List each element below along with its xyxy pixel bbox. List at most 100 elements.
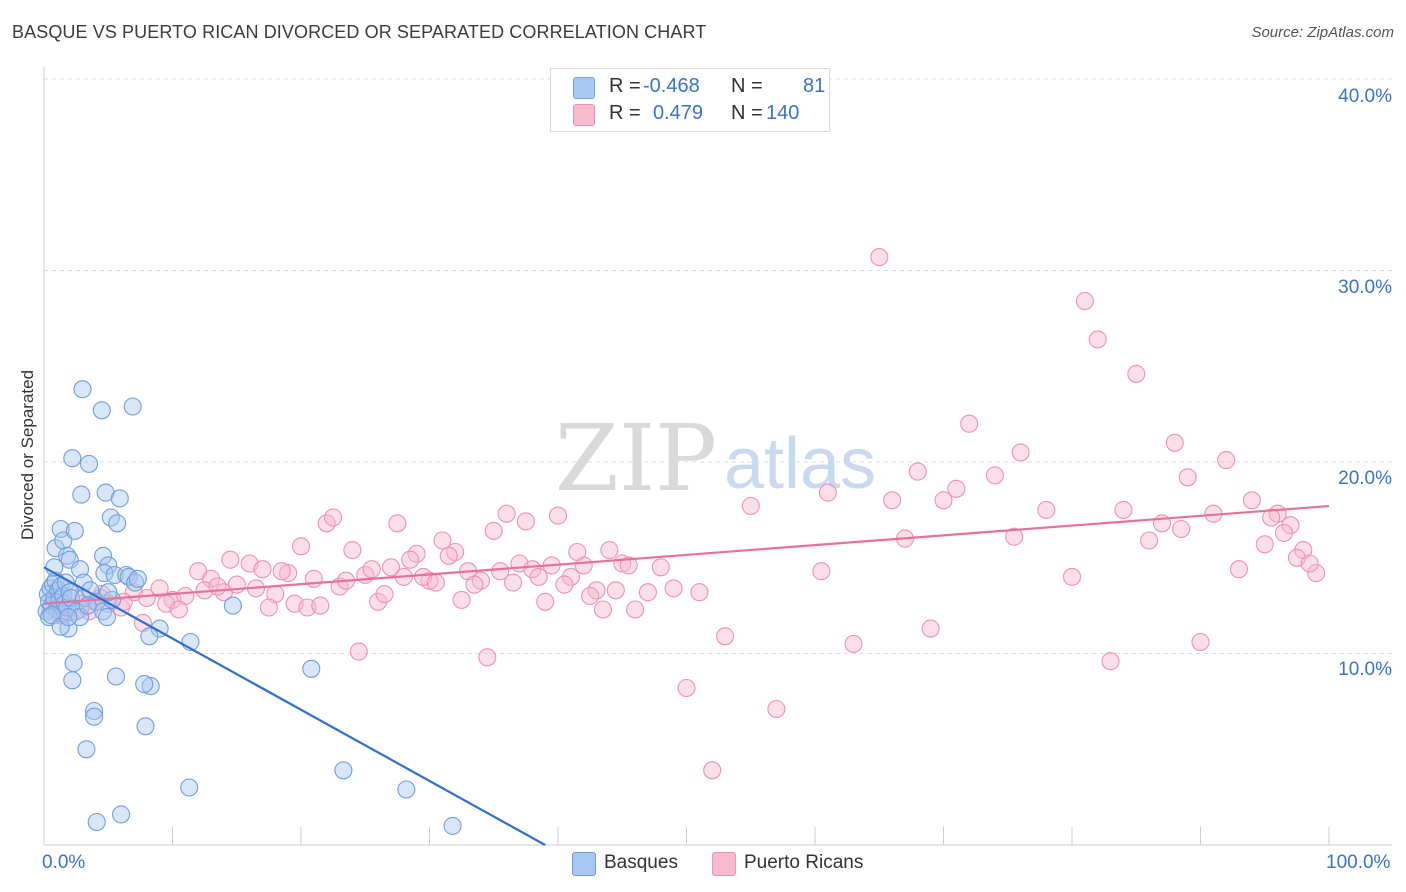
- x-tick-label: 0.0%: [42, 852, 86, 873]
- data-point: [334, 761, 353, 780]
- data-point: [64, 654, 83, 673]
- data-point: [960, 414, 979, 433]
- trend-lines: [43, 504, 1330, 846]
- trend-line-basques: [43, 566, 546, 846]
- data-point: [484, 521, 503, 540]
- data-point: [812, 562, 831, 581]
- data-point: [426, 573, 445, 592]
- data-point: [51, 617, 70, 636]
- n-label: N =: [731, 102, 763, 124]
- data-point: [141, 677, 160, 696]
- data-point: [985, 466, 1004, 485]
- data-point: [208, 577, 227, 596]
- data-point: [99, 583, 118, 602]
- data-point: [1127, 364, 1146, 383]
- data-point: [136, 717, 155, 736]
- axes: [43, 67, 1392, 846]
- data-point: [110, 489, 129, 508]
- data-point: [1229, 560, 1249, 579]
- data-point: [135, 675, 154, 694]
- data-point: [1165, 433, 1184, 452]
- data-point: [1101, 652, 1120, 671]
- data-point: [606, 581, 625, 600]
- data-point: [664, 579, 683, 598]
- y-tick-label: 30.0%: [1338, 277, 1392, 298]
- data-point: [439, 546, 458, 565]
- data-point: [619, 556, 638, 575]
- basques-legend-swatch: [572, 852, 596, 876]
- data-point: [221, 550, 240, 569]
- data-point: [272, 562, 291, 581]
- data-point: [433, 531, 452, 550]
- data-point: [497, 504, 516, 523]
- y-axis-label: Divorced or Separated: [18, 369, 37, 541]
- r-value: 0.479: [653, 102, 704, 124]
- data-point: [651, 558, 670, 577]
- data-point: [1114, 500, 1133, 519]
- data-point: [555, 575, 574, 594]
- y-tick-label: 40.0%: [1338, 86, 1392, 107]
- data-point: [818, 483, 837, 502]
- data-point: [1242, 491, 1261, 510]
- data-point: [343, 541, 362, 560]
- data-point: [1274, 523, 1294, 542]
- data-point: [397, 780, 416, 799]
- data-point: [85, 707, 104, 726]
- data-point: [65, 521, 84, 540]
- data-point: [600, 541, 619, 560]
- data-point: [302, 659, 321, 678]
- puerto-ricans-legend-label: Puerto Ricans: [744, 852, 864, 873]
- data-point: [844, 634, 863, 653]
- data-point: [703, 761, 722, 780]
- data-point: [1062, 567, 1082, 586]
- legend-row-puerto-ricans: R = 0.479 N = 140: [573, 102, 823, 128]
- data-point: [79, 454, 99, 473]
- data-point: [1217, 451, 1236, 470]
- data-point: [947, 479, 966, 498]
- data-point: [388, 514, 407, 533]
- r-label: R =: [609, 75, 641, 97]
- data-point: [1281, 516, 1300, 535]
- x-tick-label: 100.0%: [1326, 852, 1391, 873]
- data-point: [883, 491, 902, 510]
- n-value: 140: [766, 102, 800, 124]
- data-point: [934, 491, 953, 510]
- data-point: [908, 462, 927, 481]
- data-point: [1037, 500, 1056, 519]
- data-point: [548, 506, 568, 525]
- data-point: [529, 567, 548, 586]
- data-point: [465, 575, 484, 594]
- data-point: [259, 598, 278, 617]
- data-point: [79, 602, 99, 621]
- data-point: [1191, 632, 1210, 652]
- data-point: [123, 397, 142, 416]
- data-point: [593, 600, 613, 619]
- n-label: N =: [731, 75, 763, 97]
- watermark-zip: ZIP: [555, 405, 717, 512]
- data-point: [128, 569, 147, 588]
- data-point: [324, 508, 343, 527]
- data-point: [112, 805, 131, 824]
- data-point: [536, 592, 555, 611]
- data-point: [581, 586, 600, 606]
- data-point: [568, 542, 587, 562]
- data-point: [452, 590, 471, 609]
- data-point: [59, 608, 78, 627]
- data-point: [870, 248, 889, 267]
- data-point: [401, 550, 420, 569]
- data-point: [1307, 564, 1326, 583]
- puerto-ricans-legend-swatch: [712, 852, 736, 876]
- data-point: [77, 740, 96, 759]
- data-point: [638, 583, 657, 602]
- data-point: [741, 496, 760, 516]
- basques-legend-label: Basques: [604, 852, 678, 873]
- data-point: [677, 678, 696, 698]
- data-point: [690, 583, 709, 602]
- data-point: [1300, 554, 1319, 573]
- data-point: [51, 519, 70, 539]
- puerto-ricans-swatch: [573, 104, 595, 126]
- legend-row-basques: R = -0.468 N = 81: [573, 75, 825, 101]
- data-point: [716, 627, 735, 646]
- series-puerto-ricans: [41, 248, 1326, 780]
